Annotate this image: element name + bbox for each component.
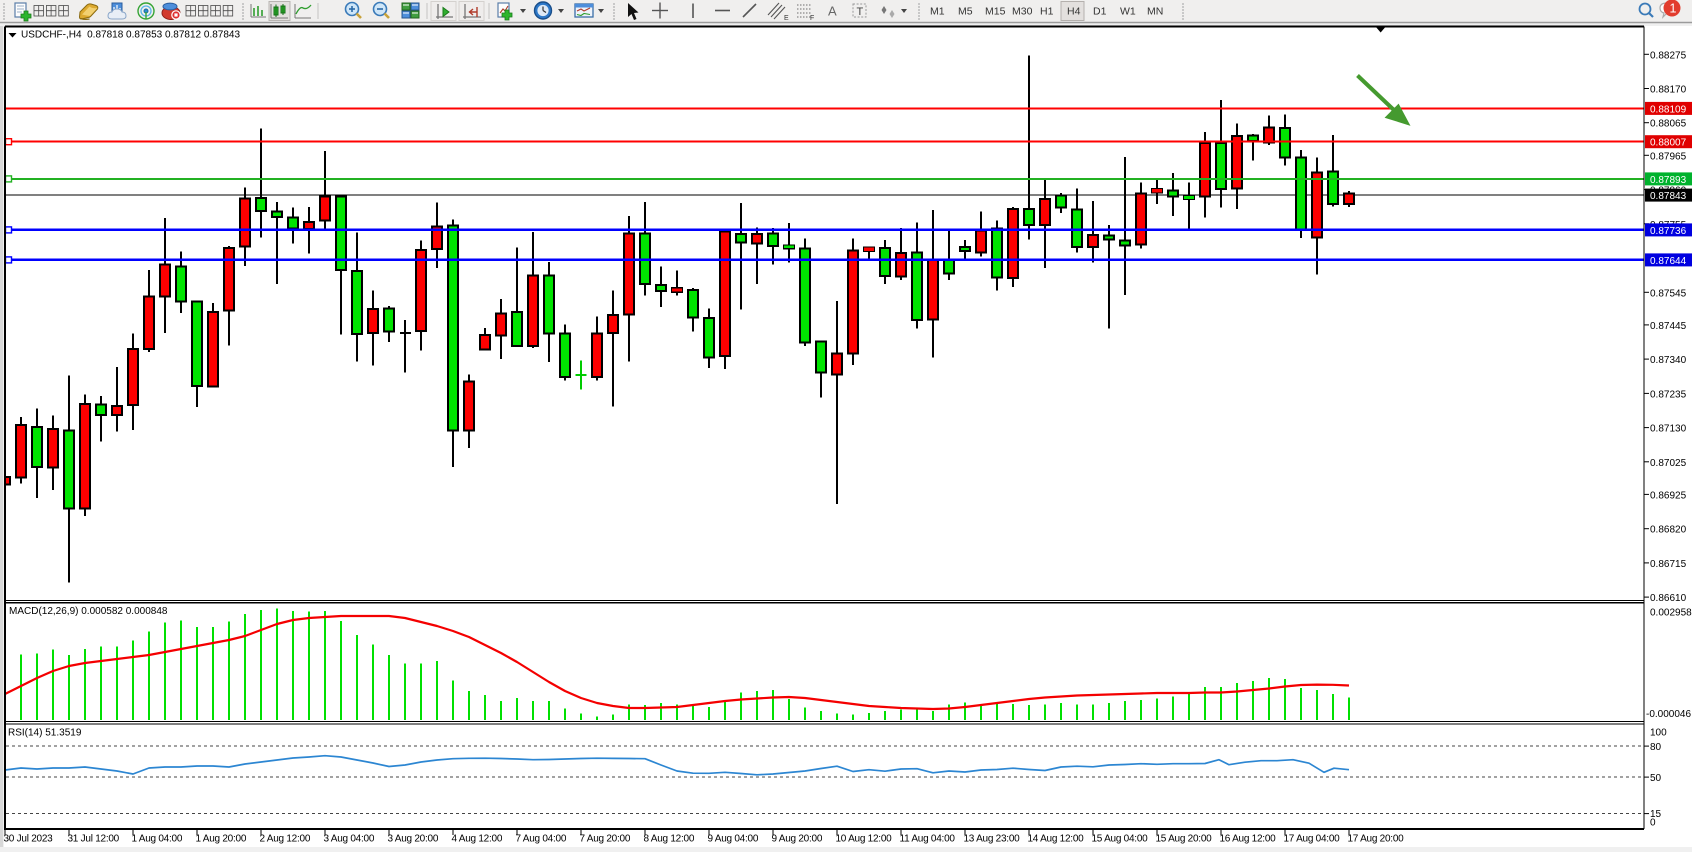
svg-text:A: A (828, 4, 837, 19)
svg-text:M15: M15 (985, 6, 1006, 18)
svg-text:M1: M1 (930, 6, 945, 18)
svg-text:D1: D1 (1093, 6, 1107, 18)
svg-text:E: E (784, 15, 789, 22)
svg-text:7 Aug 04:00: 7 Aug 04:00 (516, 834, 567, 845)
svg-text:9 Aug 04:00: 9 Aug 04:00 (708, 834, 759, 845)
svg-text:MN: MN (1147, 6, 1163, 18)
svg-text:0.86820: 0.86820 (1650, 525, 1687, 536)
svg-text:15 Aug 20:00: 15 Aug 20:00 (1156, 834, 1213, 845)
svg-text:1 Aug 20:00: 1 Aug 20:00 (196, 834, 247, 845)
svg-text:0.88275: 0.88275 (1650, 50, 1687, 61)
svg-text:0.88007: 0.88007 (1650, 138, 1687, 149)
svg-text:8 Aug 12:00: 8 Aug 12:00 (644, 834, 695, 845)
svg-text:0: 0 (1650, 818, 1656, 829)
svg-text:7 Aug 20:00: 7 Aug 20:00 (580, 834, 631, 845)
svg-text:0.88170: 0.88170 (1650, 85, 1687, 96)
svg-text:16 Aug 12:00: 16 Aug 12:00 (1220, 834, 1277, 845)
svg-text:3 Aug 20:00: 3 Aug 20:00 (388, 834, 439, 845)
svg-text:31 Jul 12:00: 31 Jul 12:00 (68, 834, 120, 845)
svg-text:0.86925: 0.86925 (1650, 490, 1687, 501)
svg-text:0.002958: 0.002958 (1650, 608, 1692, 619)
svg-text:4 Aug 12:00: 4 Aug 12:00 (452, 834, 503, 845)
svg-text:0.87340: 0.87340 (1650, 355, 1687, 366)
svg-text:17 Aug 20:00: 17 Aug 20:00 (1348, 834, 1405, 845)
svg-text:-0.000046: -0.000046 (1646, 709, 1691, 720)
svg-text:0.87736: 0.87736 (1650, 226, 1687, 237)
svg-text:0.87843: 0.87843 (1650, 191, 1687, 202)
svg-text:13 Aug 23:00: 13 Aug 23:00 (964, 834, 1021, 845)
svg-text:0.87644: 0.87644 (1650, 256, 1687, 267)
svg-text:9 Aug 20:00: 9 Aug 20:00 (772, 834, 823, 845)
svg-text:F: F (810, 15, 814, 22)
svg-text:50: 50 (1650, 773, 1662, 784)
svg-text:11 Aug 04:00: 11 Aug 04:00 (900, 834, 956, 845)
svg-text:0.88065: 0.88065 (1650, 119, 1687, 130)
svg-text:0.87893: 0.87893 (1650, 175, 1687, 186)
svg-text:0.87130: 0.87130 (1650, 424, 1687, 435)
svg-text:RSI(14) 51.3519: RSI(14) 51.3519 (8, 728, 82, 739)
svg-text:H4: H4 (1067, 6, 1081, 18)
svg-text:0.86715: 0.86715 (1650, 559, 1687, 570)
svg-text:3 Aug 04:00: 3 Aug 04:00 (324, 834, 375, 845)
svg-text:1: 1 (1670, 2, 1677, 16)
svg-text:0.87235: 0.87235 (1650, 389, 1687, 400)
svg-text:0.87965: 0.87965 (1650, 151, 1687, 162)
svg-text:M30: M30 (1012, 6, 1033, 18)
svg-text:0.87545: 0.87545 (1650, 288, 1687, 299)
svg-text:T: T (857, 6, 864, 18)
svg-text:17 Aug 04:00: 17 Aug 04:00 (1284, 834, 1341, 845)
svg-text:0.87445: 0.87445 (1650, 321, 1687, 332)
svg-text:H1: H1 (1040, 6, 1054, 18)
svg-text:0.87025: 0.87025 (1650, 458, 1687, 469)
svg-text:2 Aug 12:00: 2 Aug 12:00 (260, 834, 311, 845)
svg-text:M5: M5 (958, 6, 973, 18)
svg-text:W1: W1 (1120, 6, 1136, 18)
svg-text:10 Aug 12:00: 10 Aug 12:00 (836, 834, 893, 845)
svg-text:USDCHF-,H4 0.87818 0.87853 0.: USDCHF-,H4 0.87818 0.87853 0.87812 0.878… (21, 30, 240, 41)
svg-text:100: 100 (1650, 728, 1667, 739)
svg-text:30 Jul 2023: 30 Jul 2023 (4, 834, 54, 845)
svg-text:15: 15 (1650, 809, 1662, 820)
svg-text:0.86610: 0.86610 (1650, 593, 1687, 604)
svg-text:MACD(12,26,9) 0.000582 0.00084: MACD(12,26,9) 0.000582 0.000848 (9, 606, 168, 617)
svg-text:1 Aug 04:00: 1 Aug 04:00 (132, 834, 183, 845)
svg-text:15 Aug 04:00: 15 Aug 04:00 (1092, 834, 1149, 845)
svg-text:14 Aug 12:00: 14 Aug 12:00 (1028, 834, 1085, 845)
svg-text:80: 80 (1650, 742, 1662, 753)
svg-text:0.88109: 0.88109 (1650, 104, 1687, 115)
